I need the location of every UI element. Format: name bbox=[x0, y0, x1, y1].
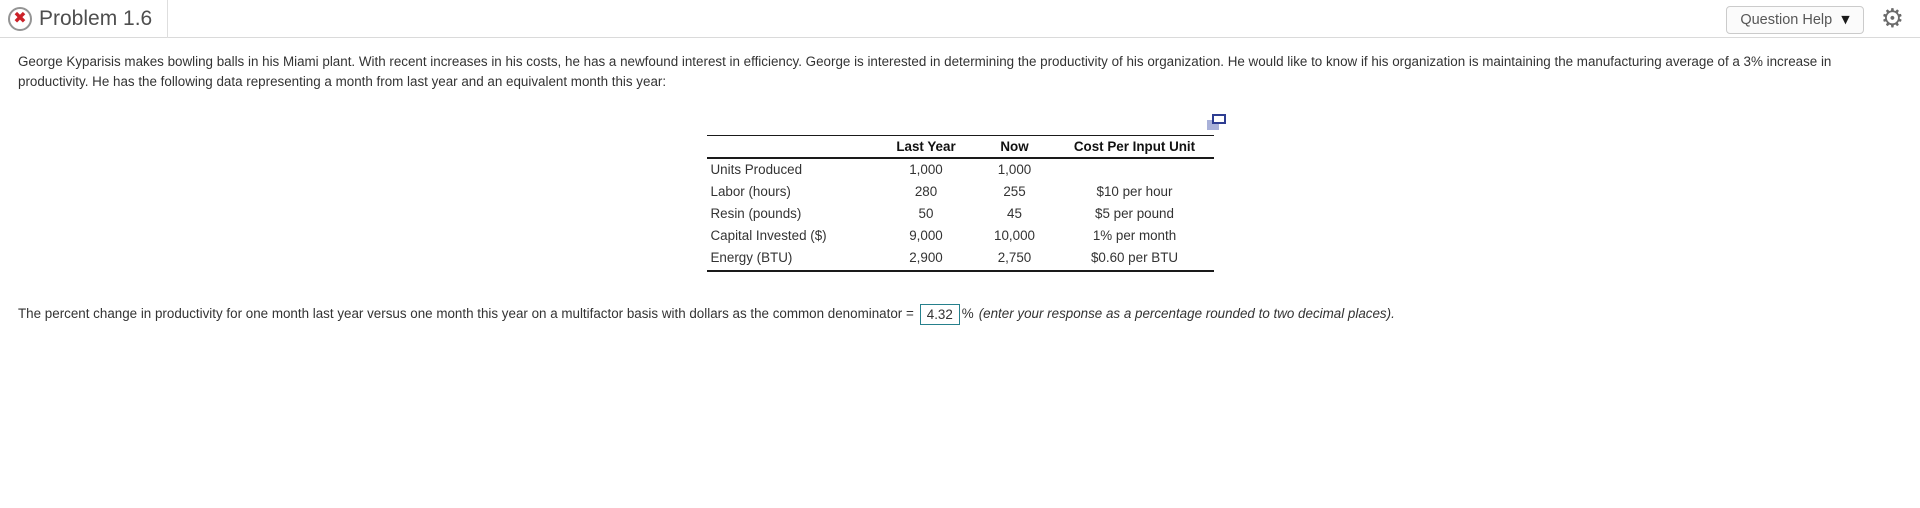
table-header-row: Last Year Now Cost Per Input Unit bbox=[706, 135, 1214, 159]
percent-sign: % bbox=[961, 306, 974, 321]
x-mark-icon: ✖ bbox=[13, 8, 27, 27]
cell-now: 2,750 bbox=[973, 247, 1056, 272]
header-now: Now bbox=[973, 135, 1056, 159]
answer-input[interactable] bbox=[919, 303, 960, 325]
question-help-button[interactable]: Question Help ▼ bbox=[1726, 5, 1864, 34]
row-label: Labor (hours) bbox=[710, 184, 791, 199]
table-row: Labor (hours) 280 255 $10 per hour bbox=[707, 181, 1214, 203]
cell-cost: $0.60 per BTU bbox=[1055, 247, 1214, 272]
header-divider bbox=[167, 0, 169, 38]
answer-instruction: (enter your response as a percentage rou… bbox=[978, 306, 1395, 321]
row-label: Energy (BTU) bbox=[706, 247, 879, 272]
header-cost-per-input-unit: Cost Per Input Unit bbox=[1055, 135, 1214, 159]
table-row: Units Produced 1,000 1,000 bbox=[707, 158, 1214, 181]
cell-now: 10,000 bbox=[994, 228, 1035, 243]
copy-icon-front-rect bbox=[1211, 114, 1226, 124]
page-title: Problem 1.6 bbox=[39, 6, 153, 30]
table-row: Energy (BTU) 2,900 2,750 $0.60 per BTU bbox=[706, 247, 1214, 272]
cell-last-year: 1,000 bbox=[909, 162, 943, 177]
data-table-container: Last Year Now Cost Per Input Unit Units … bbox=[706, 114, 1226, 272]
problem-statement: George Kyparisis makes bowling balls in … bbox=[18, 54, 1832, 89]
cell-cost bbox=[1056, 158, 1214, 181]
answer-line: The percent change in productivity for o… bbox=[18, 303, 1902, 325]
table-row: Resin (pounds) 50 45 $5 per pound bbox=[707, 203, 1214, 225]
cell-last-year: 2,900 bbox=[878, 247, 974, 272]
row-label: Resin (pounds) bbox=[710, 206, 802, 221]
cell-now: 45 bbox=[1007, 206, 1022, 221]
row-label: Capital Invested ($) bbox=[710, 228, 827, 243]
header-last-year: Last Year bbox=[878, 135, 974, 159]
cell-last-year: 280 bbox=[914, 184, 938, 199]
table-row: Capital Invested ($) 9,000 10,000 1% per… bbox=[707, 225, 1214, 247]
header-blank bbox=[706, 135, 879, 159]
cell-last-year: 50 bbox=[918, 206, 934, 221]
cell-last-year: 9,000 bbox=[909, 228, 943, 243]
cell-cost: $10 per hour bbox=[1096, 184, 1173, 199]
cell-cost: 1% per month bbox=[1092, 228, 1177, 243]
incorrect-status-icon: ✖ bbox=[8, 6, 32, 31]
copy-table-icon[interactable] bbox=[1206, 114, 1226, 130]
row-label: Units Produced bbox=[710, 162, 803, 177]
header-bar: ✖ Problem 1.6 Question Help ▼ ⚙ bbox=[0, 0, 1920, 38]
copy-icon-back-rect bbox=[1206, 120, 1219, 130]
cell-now: 1,000 bbox=[997, 162, 1032, 177]
chevron-down-icon: ▼ bbox=[1841, 13, 1850, 26]
answer-prefix: The percent change in productivity for o… bbox=[18, 306, 914, 321]
cell-now: 255 bbox=[1003, 184, 1026, 199]
productivity-data-table: Last Year Now Cost Per Input Unit Units … bbox=[706, 135, 1214, 272]
settings-gear-icon[interactable]: ⚙ bbox=[1880, 3, 1904, 34]
question-help-label: Question Help bbox=[1740, 11, 1833, 28]
cell-cost: $5 per pound bbox=[1095, 206, 1174, 221]
